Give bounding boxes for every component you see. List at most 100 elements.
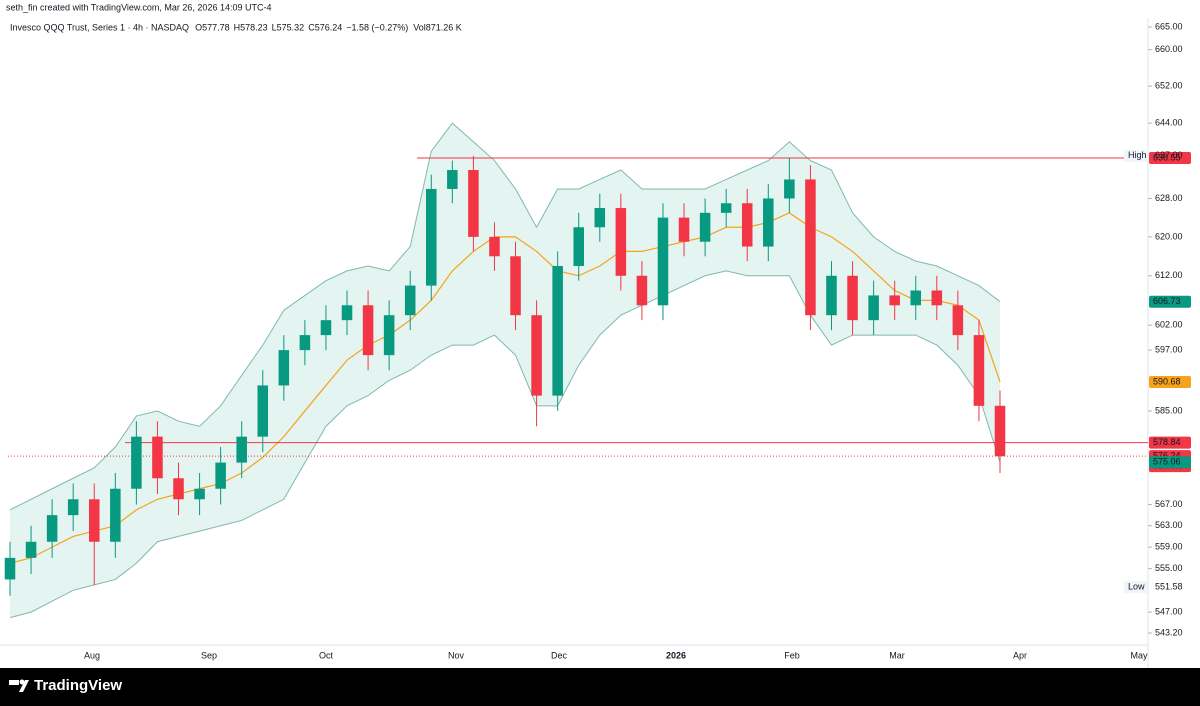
legend-value: 871.26 K (426, 22, 462, 32)
candle-body (341, 305, 353, 321)
candle-body (299, 335, 311, 351)
y-tick-label: 652.00 (1155, 81, 1183, 91)
candle-body (784, 179, 795, 199)
footer-bar (0, 668, 1200, 706)
x-tick-label: Oct (319, 650, 334, 660)
candle-body (278, 350, 290, 386)
brand: TradingView (34, 677, 122, 694)
y-tick-label: 602.00 (1155, 320, 1183, 330)
legend-key: L (272, 22, 277, 32)
candle-body (110, 488, 121, 542)
y-tick-label: 547.00 (1155, 606, 1183, 616)
candle-body (552, 266, 563, 396)
y-tick-label: 585.00 (1155, 405, 1183, 415)
candle-body (826, 275, 837, 316)
candle-body (973, 335, 985, 406)
y-tick-label: 665.00 (1155, 21, 1183, 31)
candle-body (573, 227, 584, 267)
candle-body (910, 290, 922, 306)
creator: seth_fin created with TradingView.com, M… (6, 2, 271, 12)
legend-value: 577.78 (202, 22, 230, 32)
candle-body (131, 436, 142, 489)
legend-value: 576.24 (315, 22, 343, 32)
candle-body (594, 208, 606, 228)
y-tick-label: 559.00 (1155, 541, 1183, 551)
candle-body (468, 169, 479, 237)
legend-change: −1.58 (−0.27%) (346, 22, 408, 32)
x-tick-label: Aug (84, 650, 100, 660)
x-tick-label: Apr (1013, 650, 1027, 660)
price-badge-label: 576.24 (1153, 451, 1181, 461)
y-tick-label: 543.20 (1155, 627, 1183, 637)
price-badge-label: 578.84 (1153, 437, 1181, 447)
candle-body (426, 188, 437, 286)
y-tick-label: 660.00 (1155, 44, 1183, 54)
price-badge (1149, 375, 1191, 388)
x-tick-label: 2026 (666, 650, 686, 660)
candle-body (489, 236, 500, 257)
candle-body (868, 295, 879, 321)
candle-body (194, 488, 205, 500)
candle-body (720, 203, 732, 213)
y-tick-label: 612.00 (1155, 270, 1183, 280)
y-tick-label: 563.00 (1155, 520, 1183, 530)
candle-body (25, 541, 37, 558)
price-badge-label: 575.06 (1153, 457, 1181, 467)
candle-body (4, 557, 16, 580)
band-line (9, 122, 1001, 511)
candle-body (46, 515, 58, 542)
y-tick-label: 567.00 (1155, 499, 1183, 509)
band-line (9, 270, 1001, 619)
candle-body (657, 217, 669, 306)
legend-key: H (234, 22, 241, 32)
legend-key: Vol (413, 22, 426, 32)
candle-body (741, 203, 753, 247)
price-badge-label: 590.68 (1153, 376, 1181, 386)
candle-body (531, 315, 542, 396)
candle-body (362, 305, 374, 356)
candle-body (699, 212, 711, 242)
candle-body (952, 305, 964, 336)
candle-body (889, 295, 900, 306)
candle-body (152, 436, 163, 479)
candle-body (88, 499, 100, 542)
x-tick-label: Mar (889, 650, 905, 660)
candle-body (404, 285, 416, 316)
candle-body (994, 405, 1006, 457)
candle-body (320, 320, 332, 336)
y-tick-label: 620.00 (1155, 231, 1183, 241)
x-tick-label: May (1130, 650, 1148, 660)
candle-body (67, 499, 79, 516)
y-tick-label: 628.00 (1155, 193, 1183, 203)
price-badge-label: 636.55 (1153, 152, 1181, 162)
marker-value: 551.58 (1155, 582, 1183, 592)
candle-body (257, 385, 269, 437)
candle-body (805, 179, 816, 316)
candle-body (215, 462, 226, 489)
y-tick-label: 644.00 (1155, 117, 1183, 127)
chart-title: Invesco QQQ Trust, Series 1 · 4h · NASDA… (10, 22, 189, 32)
legend-value: 575.32 (277, 22, 305, 32)
price-badge (1149, 295, 1191, 308)
marker-box (1124, 581, 1148, 594)
legend-value: 578.23 (240, 22, 268, 32)
candle-body (678, 217, 690, 242)
x-tick-label: Feb (784, 650, 800, 660)
x-tick-label: Dec (551, 650, 568, 660)
price-badge (1149, 151, 1191, 164)
marker-box (1124, 149, 1148, 162)
band-fill (10, 123, 1000, 618)
x-tick-label: Sep (201, 650, 217, 660)
legend-key: O (195, 22, 202, 32)
y-tick-label: 555.00 (1155, 563, 1183, 573)
logo (9, 679, 29, 692)
candle-body (510, 256, 521, 316)
price-badge (1149, 456, 1191, 469)
candle-body (636, 275, 648, 306)
candle-body (383, 315, 395, 356)
candle-body (615, 208, 627, 276)
candle-body (447, 169, 458, 189)
candle-body (236, 436, 247, 463)
